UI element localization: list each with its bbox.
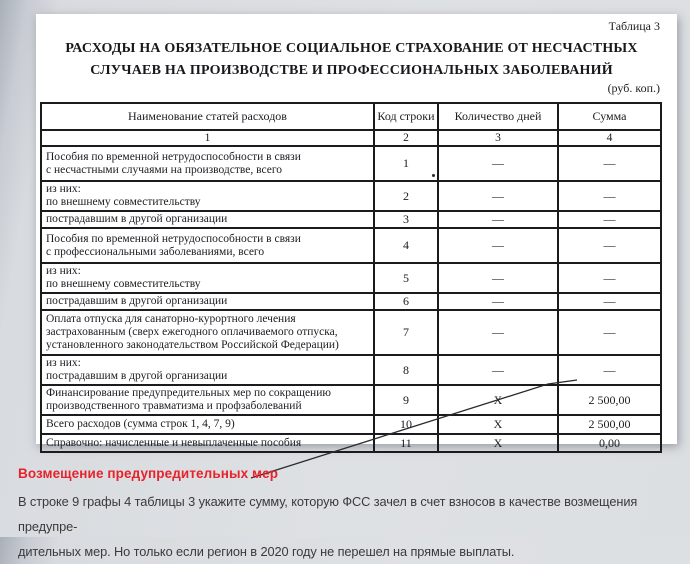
table-number-label: Таблица 3: [608, 19, 660, 33]
row-code-cell: 11: [373, 433, 439, 453]
row-name-cell: пострадавшим в другой организации: [40, 292, 375, 311]
row-name-cell: Пособия по временной нетрудоспособности …: [40, 145, 375, 182]
row-name-cell: Всего расходов (сумма строк 1, 4, 7, 9): [40, 414, 375, 435]
column-number-3: 3: [437, 129, 559, 147]
annotation-body-line2: дительных мер. Но только если регион в 2…: [18, 544, 515, 559]
row-sum-cell: —: [557, 309, 662, 356]
row-name-cell: из них: пострадавшим в другой организаци…: [40, 354, 375, 386]
column-number-4: 4: [557, 129, 662, 147]
row-days-cell: Х: [437, 384, 559, 416]
header-sum: Сумма: [557, 102, 662, 131]
row-days-cell: —: [437, 309, 559, 356]
row-days-cell: —: [437, 292, 559, 311]
row-sum-cell: —: [557, 354, 662, 386]
stray-dot-artifact: [432, 174, 435, 177]
column-numbers-row: 1 2 3 4: [40, 129, 662, 147]
annotation-body: В строке 9 графы 4 таблицы 3 укажите сум…: [18, 489, 676, 564]
table-row: Справочно: начисленные и невыплаченные п…: [40, 433, 662, 453]
row-sum-cell: —: [557, 262, 662, 294]
row-name-cell: Пособия по временной нетрудоспособности …: [40, 227, 375, 264]
table-row: Пособия по временной нетрудоспособности …: [40, 227, 662, 264]
row-sum-cell: —: [557, 180, 662, 212]
row-name-cell: Оплата отпуска для санаторно-курортного …: [40, 309, 375, 356]
row-name-cell: пострадавшим в другой организации: [40, 210, 375, 229]
table-row: из них: пострадавшим в другой организаци…: [40, 354, 662, 386]
table-row: Финансирование предупредительных мер по …: [40, 384, 662, 416]
column-number-1: 1: [40, 129, 375, 147]
row-code-cell: 1: [373, 145, 439, 182]
row-days-cell: Х: [437, 433, 559, 453]
table-row: пострадавшим в другой организации 6— —: [40, 292, 662, 311]
table-header-row: Наименование статей расходов Код строки …: [40, 102, 662, 131]
table-body: Пособия по временной нетрудоспособности …: [40, 145, 662, 453]
row-code-cell: 9: [373, 384, 439, 416]
row-days-cell: —: [437, 354, 559, 386]
document-title-line2: СЛУЧАЕВ НА ПРОИЗВОДСТВЕ И ПРОФЕССИОНАЛЬН…: [90, 63, 613, 78]
row-days-cell: —: [437, 210, 559, 229]
row-code-cell: 2: [373, 180, 439, 212]
table-row: из них: по внешнему совместительству 2— —: [40, 180, 662, 212]
document-title: РАСХОДЫ НА ОБЯЗАТЕЛЬНОЕ СОЦИАЛЬНОЕ СТРАХ…: [40, 38, 663, 82]
expenses-table: Наименование статей расходов Код строки …: [40, 102, 662, 453]
row-name-cell: из них: по внешнему совместительству: [40, 180, 375, 212]
header-line-code: Код строки: [373, 102, 439, 131]
table-row: Оплата отпуска для санаторно-курортного …: [40, 309, 662, 356]
row-sum-cell: 2 500,00: [557, 384, 662, 416]
row-sum-cell: 2 500,00: [557, 414, 662, 435]
annotation-body-line1: В строке 9 графы 4 таблицы 3 укажите сум…: [18, 494, 638, 534]
row-code-cell: 5: [373, 262, 439, 294]
row-days-cell: —: [437, 180, 559, 212]
row-days-cell: Х: [437, 414, 559, 435]
row-sum-cell: —: [557, 210, 662, 229]
row-code-cell: 8: [373, 354, 439, 386]
row-sum-cell: —: [557, 145, 662, 182]
row-days-cell: —: [437, 145, 559, 182]
row-days-cell: —: [437, 227, 559, 264]
header-expense-name: Наименование статей расходов: [40, 102, 375, 131]
row-name-cell: из них: по внешнему совместительству: [40, 262, 375, 294]
units-note: (руб. коп.): [607, 81, 660, 95]
column-number-2: 2: [373, 129, 439, 147]
row-name-cell: Финансирование предупредительных мер по …: [40, 384, 375, 416]
document-title-line1: РАСХОДЫ НА ОБЯЗАТЕЛЬНОЕ СОЦИАЛЬНОЕ СТРАХ…: [65, 41, 638, 56]
header-days-count: Количество дней: [437, 102, 559, 131]
row-sum-cell: —: [557, 227, 662, 264]
row-sum-cell: 0,00: [557, 433, 662, 453]
table-row: Пособия по временной нетрудоспособности …: [40, 145, 662, 182]
row-name-cell: Справочно: начисленные и невыплаченные п…: [40, 433, 375, 453]
table-row: пострадавшим в другой организации 3— —: [40, 210, 662, 229]
table-row: из них: по внешнему совместительству 5— —: [40, 262, 662, 294]
row-code-cell: 10: [373, 414, 439, 435]
row-code-cell: 4: [373, 227, 439, 264]
annotation-block: Возмещение предупредительных мер В строк…: [18, 466, 676, 564]
row-sum-cell: —: [557, 292, 662, 311]
table-row: Всего расходов (сумма строк 1, 4, 7, 9) 1…: [40, 414, 662, 435]
annotation-heading: Возмещение предупредительных мер: [18, 466, 279, 481]
document-page: Таблица 3 РАСХОДЫ НА ОБЯЗАТЕЛЬНОЕ СОЦИАЛ…: [36, 14, 677, 453]
row-days-cell: —: [437, 262, 559, 294]
row-code-cell: 3: [373, 210, 439, 229]
row-code-cell: 7: [373, 309, 439, 356]
row-code-cell: 6: [373, 292, 439, 311]
